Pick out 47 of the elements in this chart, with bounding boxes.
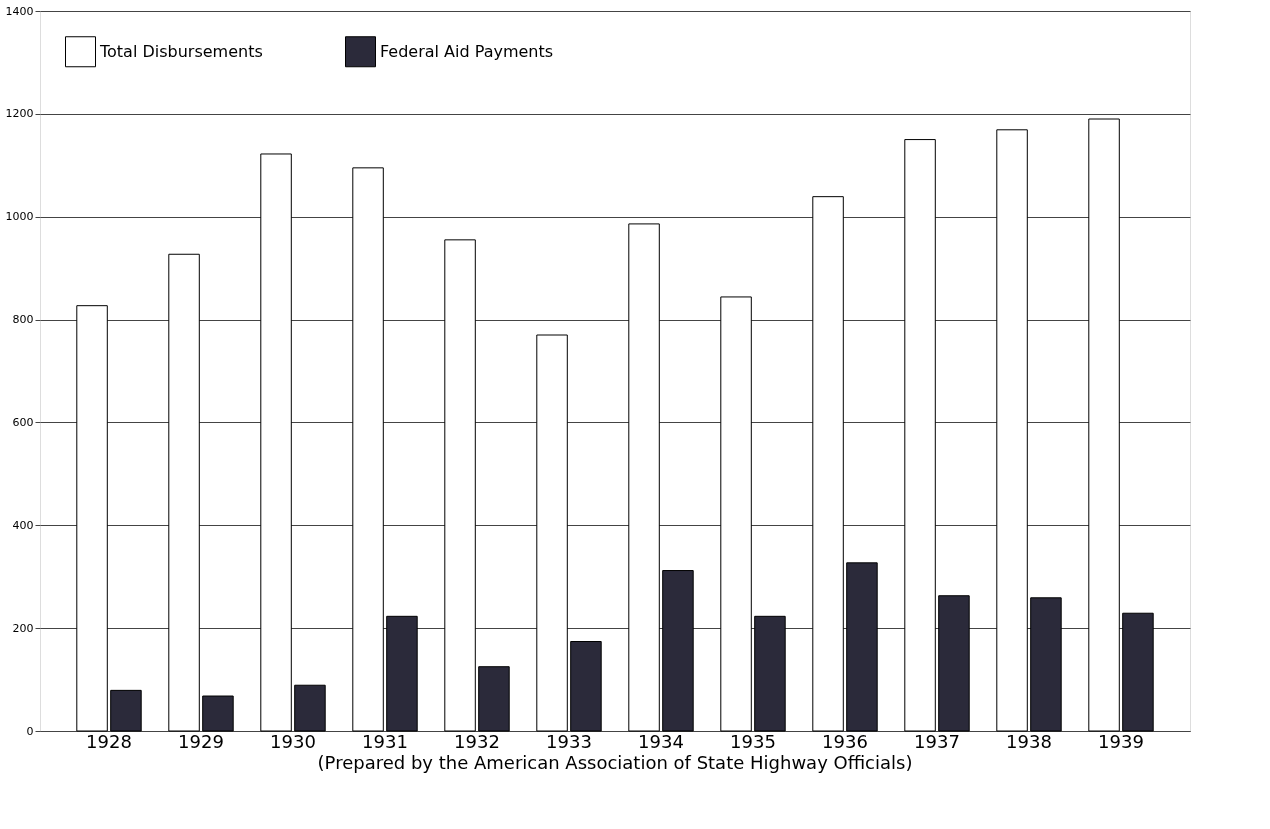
bar bbox=[996, 129, 1028, 732]
bar bbox=[720, 296, 752, 732]
bar bbox=[260, 153, 292, 732]
x-tick-label: 1938 bbox=[1006, 730, 1052, 752]
bar bbox=[904, 139, 936, 732]
y-tick-label: 800 bbox=[12, 313, 34, 327]
bar bbox=[846, 562, 878, 732]
bar bbox=[536, 334, 568, 732]
bar bbox=[754, 615, 786, 732]
bar bbox=[478, 666, 510, 732]
x-tick-label: 1934 bbox=[638, 730, 684, 752]
bar bbox=[628, 223, 660, 732]
y-tick-label: 1200 bbox=[5, 107, 34, 121]
legend-label: Federal Aid Payments bbox=[380, 41, 554, 61]
x-tick-label: 1935 bbox=[730, 730, 776, 752]
y-tick-label: 200 bbox=[12, 621, 34, 635]
bar bbox=[1030, 597, 1062, 732]
x-tick-label: 1928 bbox=[86, 730, 132, 752]
bar bbox=[76, 305, 108, 732]
x-tick-label: 1937 bbox=[914, 730, 960, 752]
x-tick-label: 1931 bbox=[362, 730, 408, 752]
bar bbox=[168, 253, 200, 732]
y-tick-label: 600 bbox=[12, 415, 34, 429]
bar bbox=[938, 595, 970, 732]
bar bbox=[294, 684, 326, 732]
y-tick-label: 400 bbox=[12, 518, 34, 532]
x-tick-label: 1929 bbox=[178, 730, 224, 752]
x-tick-label: 1933 bbox=[546, 730, 592, 752]
x-tick-label: 1930 bbox=[270, 730, 316, 752]
bar bbox=[1122, 612, 1154, 732]
bar bbox=[662, 570, 694, 732]
x-tick-label: 1939 bbox=[1098, 730, 1144, 752]
bar bbox=[202, 695, 234, 732]
bar bbox=[444, 239, 476, 732]
bar bbox=[570, 641, 602, 732]
y-tick-label: 0 bbox=[26, 724, 34, 738]
bar bbox=[352, 167, 384, 732]
bar bbox=[386, 615, 418, 732]
y-tick-label: 1000 bbox=[5, 210, 34, 224]
x-tick-label: 1932 bbox=[454, 730, 500, 752]
bar bbox=[1088, 118, 1120, 732]
bar bbox=[812, 196, 844, 732]
bar bbox=[110, 689, 142, 732]
x-tick-label: 1936 bbox=[822, 730, 868, 752]
legend-label: Total Disbursements bbox=[99, 41, 263, 61]
text: (Prepared by the American Association of State Highway Officials) bbox=[317, 752, 913, 773]
y-tick-label: 1400 bbox=[5, 4, 34, 18]
